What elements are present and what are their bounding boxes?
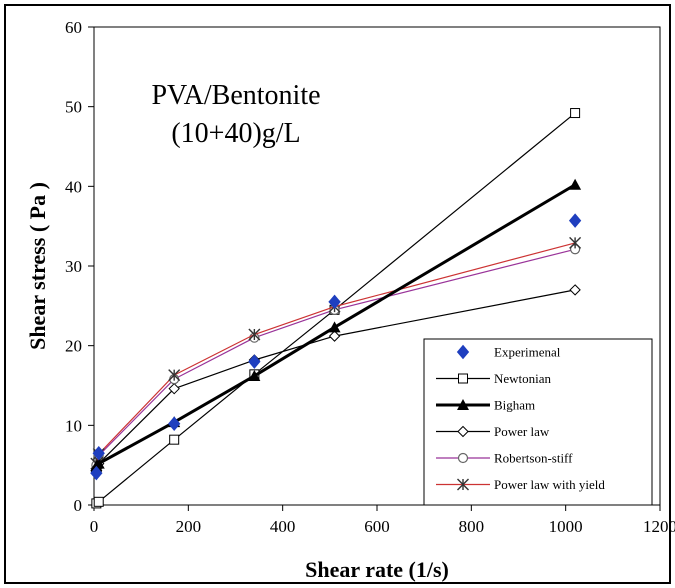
legend-marker xyxy=(457,399,469,410)
legend-label: Bigham xyxy=(494,398,535,413)
legend-label: Robertson-stiff xyxy=(494,451,573,466)
data-point xyxy=(90,465,103,481)
y-tick-label: 10 xyxy=(65,416,82,435)
legend-label: Power law with yield xyxy=(494,477,605,492)
data-point xyxy=(568,213,582,228)
x-tick-label: 1200 xyxy=(643,517,675,536)
data-point xyxy=(248,354,261,369)
data-point xyxy=(569,284,581,296)
legend-label: Power law xyxy=(494,424,550,439)
x-tick-label: 600 xyxy=(364,517,390,536)
y-tick-label: 20 xyxy=(65,337,82,356)
legend-label: Experimenal xyxy=(494,345,561,360)
legend-marker xyxy=(456,344,470,360)
data-point xyxy=(569,178,582,190)
legend: Experimenal Newtonian Bigham Power law Rober… xyxy=(423,338,653,506)
legend-marker xyxy=(457,425,469,438)
data-point xyxy=(328,330,341,342)
data-point xyxy=(93,496,104,507)
legend-entry: Bigham xyxy=(436,398,535,413)
data-point xyxy=(328,321,341,333)
legend-entry: Power law xyxy=(436,424,550,439)
data-point xyxy=(92,457,105,469)
y-tick-label: 60 xyxy=(65,18,82,37)
legend-entry: Robertson-stiff xyxy=(436,451,573,466)
annotation-line-2: (10+40)g/L xyxy=(171,118,300,149)
legend-label: Newtonian xyxy=(494,371,552,386)
data-point xyxy=(168,416,181,432)
data-point xyxy=(168,369,181,382)
x-tick-label: 400 xyxy=(270,517,296,536)
legend-box xyxy=(423,338,653,506)
y-tick-label: 0 xyxy=(74,496,83,515)
data-point xyxy=(92,445,105,461)
y-tick-label: 50 xyxy=(65,98,82,117)
x-tick-label: 1000 xyxy=(549,517,583,536)
legend-marker xyxy=(457,478,469,491)
legend-entry: Experimenal xyxy=(456,344,561,360)
y-tick-label: 40 xyxy=(65,177,82,196)
data-point xyxy=(248,369,261,381)
axis-ticks: 0 200 400 600 800 1000 1200 0 10 20 30 40 50 60 xyxy=(65,18,675,536)
data-point xyxy=(169,434,180,445)
data-point xyxy=(168,382,180,395)
data-point xyxy=(248,328,261,341)
series-layer xyxy=(90,108,582,509)
y-tick-label: 30 xyxy=(65,257,82,276)
x-tick-label: 0 xyxy=(90,517,99,536)
legend-entry: Power law with yield xyxy=(436,477,605,492)
data-point xyxy=(570,108,581,119)
x-tick-label: 800 xyxy=(459,517,485,536)
x-axis-title: Shear rate (1/s) xyxy=(305,557,449,582)
annotation-line-1: PVA/Bentonite xyxy=(151,80,320,111)
legend-entry: Newtonian xyxy=(436,371,552,386)
data-point xyxy=(569,236,582,249)
legend-marker xyxy=(458,373,468,384)
x-tick-label: 200 xyxy=(176,517,202,536)
y-axis-title: Shear stress ( Pa ) xyxy=(25,182,50,350)
legend-marker xyxy=(457,452,469,464)
series-experimenal xyxy=(90,213,582,481)
data-point xyxy=(328,294,341,310)
